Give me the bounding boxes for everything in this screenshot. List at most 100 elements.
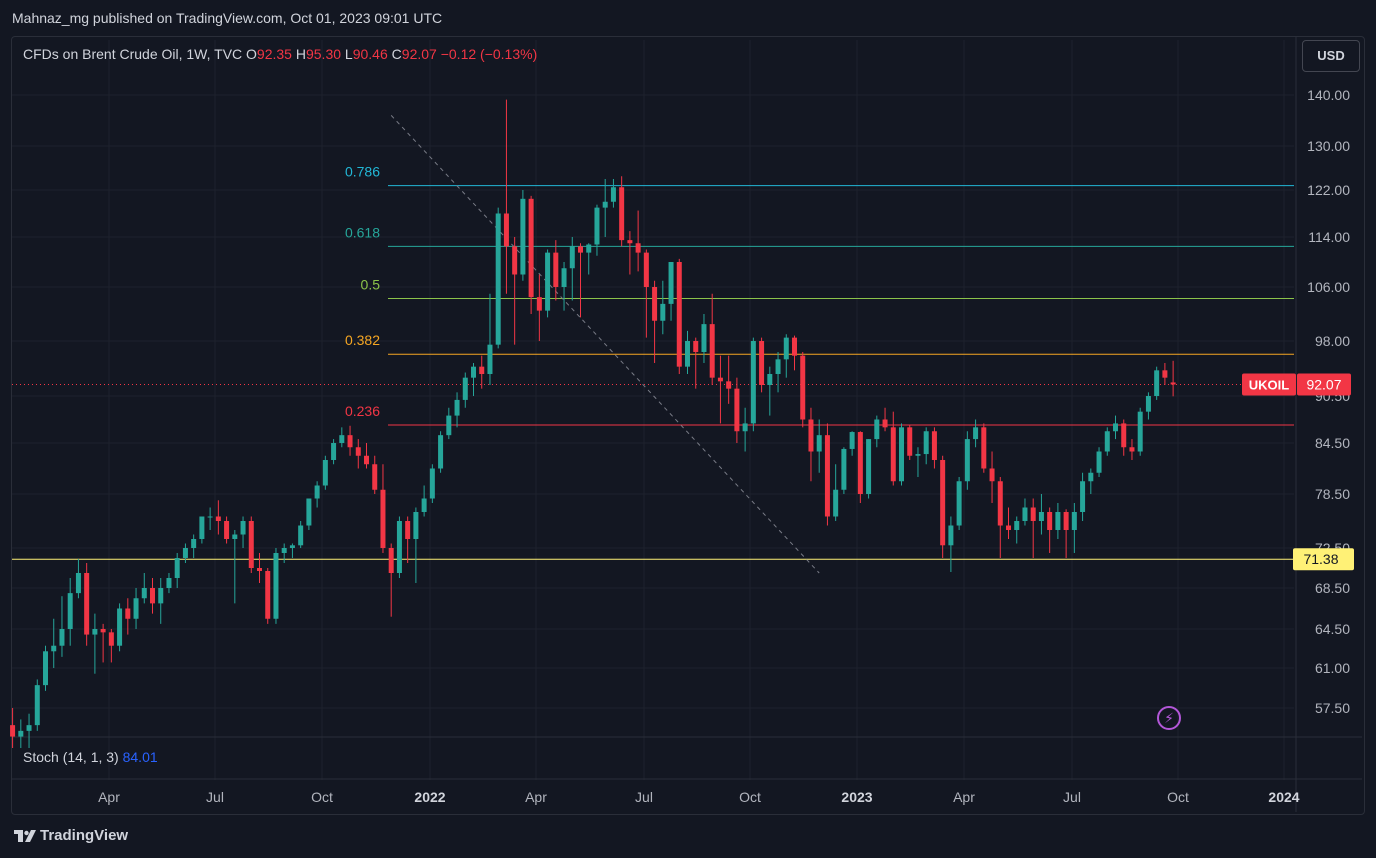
time-tick-label: Jul bbox=[1063, 789, 1081, 805]
candle-down bbox=[1063, 509, 1069, 558]
candle-body bbox=[915, 454, 921, 456]
candle-up bbox=[1154, 366, 1160, 400]
candle-up bbox=[495, 207, 501, 349]
candle-body bbox=[956, 481, 962, 526]
candle-up bbox=[487, 293, 493, 385]
candle-down bbox=[759, 337, 765, 393]
candle-body bbox=[331, 443, 337, 460]
candle-body bbox=[561, 268, 567, 287]
candle-body bbox=[610, 187, 616, 202]
candle-up bbox=[207, 507, 213, 530]
candle-up bbox=[331, 439, 337, 465]
candle-up bbox=[462, 372, 468, 408]
fib-level-label: 0.236 bbox=[345, 403, 380, 419]
candle-body bbox=[1030, 507, 1036, 521]
candle-up bbox=[421, 485, 427, 517]
candle-down bbox=[100, 623, 106, 663]
candle-body bbox=[1113, 423, 1119, 432]
candle-up bbox=[1055, 503, 1061, 539]
candle-up bbox=[956, 477, 962, 530]
candle-body bbox=[339, 435, 345, 443]
candle-down bbox=[503, 99, 509, 294]
candle-body bbox=[232, 534, 238, 539]
candle-up bbox=[232, 530, 238, 604]
candle-up bbox=[586, 243, 592, 275]
candle-body bbox=[1096, 451, 1102, 473]
candle-body bbox=[34, 685, 40, 726]
candle-down bbox=[125, 598, 131, 635]
candle-up bbox=[298, 521, 304, 548]
support-price-badge bbox=[1293, 548, 1354, 571]
price-tick-label: 106.00 bbox=[1307, 279, 1350, 295]
candle-down bbox=[479, 355, 485, 389]
candle-down bbox=[108, 629, 114, 663]
symbol-badge-label: UKOIL bbox=[1249, 377, 1290, 392]
candle-body bbox=[931, 431, 937, 460]
candle-up bbox=[191, 534, 197, 558]
candle-up bbox=[413, 507, 419, 583]
candle-body bbox=[108, 632, 114, 646]
candle-up bbox=[816, 419, 822, 473]
candle-down bbox=[1047, 507, 1053, 553]
candle-up bbox=[18, 719, 24, 748]
candle-down bbox=[528, 195, 534, 314]
candle-body bbox=[289, 545, 295, 548]
stoch-value: 84.01 bbox=[122, 749, 158, 765]
candle-body bbox=[964, 439, 970, 482]
lightning-icon[interactable]: ⚡ bbox=[1157, 706, 1181, 730]
candle-down bbox=[726, 355, 732, 404]
candle-up bbox=[141, 573, 147, 604]
candle-down bbox=[1170, 360, 1176, 397]
candle-body bbox=[43, 651, 49, 686]
candle-body bbox=[306, 498, 312, 526]
candle-up bbox=[158, 578, 164, 624]
candle-body bbox=[396, 521, 402, 573]
candle-down bbox=[997, 477, 1003, 558]
symbol-title[interactable]: CFDs on Brent Crude Oil, 1W, TVC bbox=[23, 46, 243, 62]
candle-down bbox=[553, 240, 559, 301]
time-tick-label: Apr bbox=[953, 789, 975, 805]
time-tick-label: Apr bbox=[525, 789, 547, 805]
stoch-indicator-legend[interactable]: Stoch (14, 1, 3) 84.01 bbox=[23, 749, 158, 765]
candle-body bbox=[454, 399, 460, 416]
candle-up bbox=[1113, 415, 1119, 440]
candle-body bbox=[833, 489, 839, 517]
time-tick-label: Apr bbox=[98, 789, 120, 805]
candle-body bbox=[750, 341, 756, 424]
fib-level-label: 0.382 bbox=[345, 332, 380, 348]
fib-level-label: 0.618 bbox=[345, 224, 380, 240]
candle-body bbox=[207, 516, 213, 518]
candle-body bbox=[545, 252, 551, 311]
time-tick-label: Oct bbox=[311, 789, 333, 805]
candle-body bbox=[709, 324, 715, 378]
candle-body bbox=[405, 521, 411, 539]
symbol-legend: CFDs on Brent Crude Oil, 1W, TVC O92.35 … bbox=[23, 46, 537, 62]
candle-body bbox=[857, 432, 863, 494]
candle-body bbox=[1104, 431, 1110, 452]
currency-button[interactable]: USD bbox=[1302, 40, 1360, 72]
candle-body bbox=[141, 588, 147, 599]
candle-body bbox=[1121, 423, 1127, 448]
candle-body bbox=[487, 344, 493, 374]
footer-brand[interactable]: TradingView bbox=[14, 827, 128, 844]
candle-down bbox=[931, 427, 937, 469]
candle-down bbox=[792, 335, 798, 371]
candle-up bbox=[750, 337, 756, 432]
candle-body bbox=[215, 516, 221, 521]
candle-down bbox=[709, 293, 715, 385]
time-tick-label: 2024 bbox=[1268, 789, 1299, 805]
candle-body bbox=[100, 629, 106, 633]
open-value: 92.35 bbox=[256, 46, 292, 62]
symbol-badge bbox=[1242, 373, 1296, 396]
candle-up bbox=[915, 447, 921, 477]
candle-body bbox=[388, 548, 394, 573]
candle-up bbox=[1038, 494, 1044, 535]
candle-body bbox=[191, 539, 197, 548]
candle-body bbox=[1071, 512, 1077, 530]
candle-down bbox=[380, 464, 386, 553]
candle-up bbox=[742, 407, 748, 452]
candle-body bbox=[775, 359, 781, 374]
support-price-label: 71.38 bbox=[1303, 551, 1338, 567]
candle-body bbox=[273, 553, 279, 619]
